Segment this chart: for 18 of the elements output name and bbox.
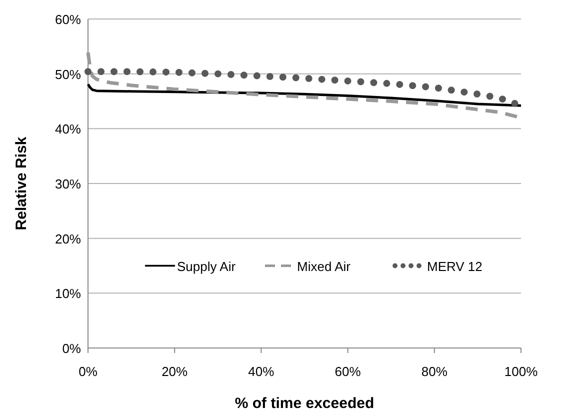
y-tick-label: 60% xyxy=(54,12,82,27)
x-tick-label: 80% xyxy=(421,364,448,379)
y-axis-title: Relative Risk xyxy=(13,136,30,230)
legend-label: Supply Air xyxy=(177,258,236,274)
legend-label: MERV 12 xyxy=(427,258,482,274)
legend-label: Mixed Air xyxy=(297,258,352,274)
x-tick-label: 60% xyxy=(334,364,362,379)
y-tick-label: 40% xyxy=(54,122,82,137)
x-tick-label: 100% xyxy=(504,364,538,379)
x-tick-label: 40% xyxy=(248,364,275,379)
y-tick-label: 30% xyxy=(54,176,82,192)
y-tick-label: 10% xyxy=(54,286,82,302)
y-tick-label: 20% xyxy=(54,231,82,246)
x-axis-title: % of time exceeded xyxy=(234,395,374,412)
x-tick-label: 20% xyxy=(162,364,188,379)
y-tick-label: 50% xyxy=(54,66,82,82)
x-tick-label: 0% xyxy=(78,364,98,379)
y-tick-label: 0% xyxy=(62,341,82,356)
